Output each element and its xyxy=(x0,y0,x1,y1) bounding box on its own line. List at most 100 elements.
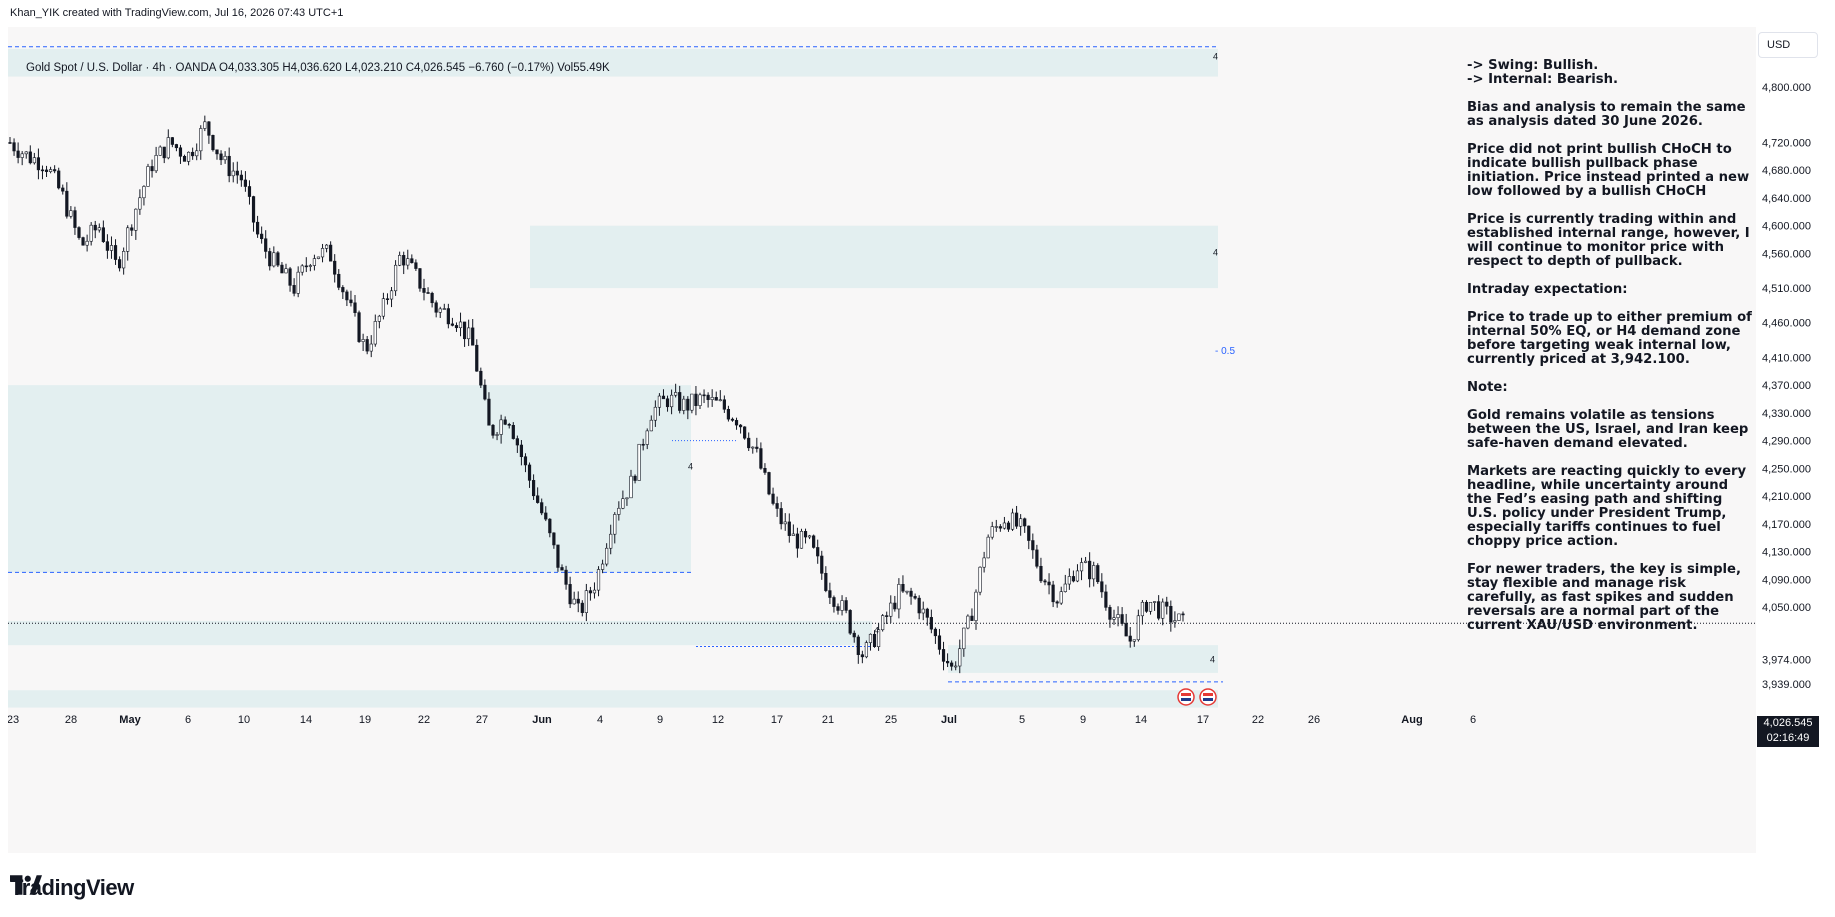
candle-body xyxy=(296,271,300,294)
price-axis[interactable]: 4,800.000 4,720.000 4,680.000 4,640.000 4,60… xyxy=(1756,27,1835,853)
candle-body xyxy=(174,144,179,149)
candle-body xyxy=(710,397,714,400)
candle-body xyxy=(288,268,292,286)
candle-body xyxy=(657,395,662,408)
x-tick-label: 17 xyxy=(771,714,783,726)
candle-body xyxy=(1140,601,1145,617)
y-tick-label: 4,510.000 xyxy=(1762,283,1811,295)
candle-body xyxy=(893,602,897,610)
candle-body xyxy=(812,535,816,548)
annotation-line: Price to trade up to either premium of i… xyxy=(1467,310,1752,367)
candle-body xyxy=(674,392,678,396)
candle-body xyxy=(393,264,398,292)
candle-body xyxy=(280,264,284,274)
candle-body xyxy=(515,438,519,446)
zone-demand[interactable] xyxy=(8,620,872,646)
candle-body xyxy=(929,617,933,630)
zone-supply[interactable] xyxy=(530,225,1218,289)
zone-demand[interactable] xyxy=(8,690,1218,708)
candle-body xyxy=(487,398,491,426)
candle-body xyxy=(483,384,487,400)
candle-body xyxy=(247,186,252,197)
candle-body xyxy=(1165,601,1169,607)
candle-body xyxy=(1083,560,1088,563)
candle-body xyxy=(12,142,16,152)
candle-body xyxy=(986,536,990,559)
candle-body xyxy=(840,600,844,611)
candle-body xyxy=(467,327,471,340)
y-tick-label: 4,600.000 xyxy=(1762,221,1811,233)
chart-pane[interactable]: 4 4 4 4 4 - 0.5 23 28 May 6 10 14 19 22 27 Jun 4 9 12 17 21 2… xyxy=(8,27,1756,853)
candle-body xyxy=(617,507,621,515)
candle-body xyxy=(702,394,706,397)
currency-button[interactable]: USD xyxy=(1758,32,1818,58)
candle-body xyxy=(523,456,528,466)
candle-body xyxy=(1051,584,1055,603)
candle-body xyxy=(113,245,118,260)
zone-timeframe-label: 4 xyxy=(1213,247,1218,257)
candle-body xyxy=(406,258,410,266)
candle-body xyxy=(53,169,57,172)
candle-body xyxy=(239,174,243,181)
candle-body xyxy=(576,598,580,604)
candle-body xyxy=(85,240,89,246)
candle-body xyxy=(24,151,28,155)
zone-demand[interactable] xyxy=(948,645,1218,673)
price-chart[interactable]: 4 4 4 4 4 - 0.5 23 28 May 6 10 14 19 22 27 Jun 4 9 12 17 21 2… xyxy=(8,27,1756,853)
candle-body xyxy=(227,155,231,177)
x-tick-label: 10 xyxy=(238,714,250,726)
candle-body xyxy=(186,151,191,162)
candle-body xyxy=(751,446,755,449)
event-flag-icon[interactable] xyxy=(1199,688,1217,706)
candle-body xyxy=(446,308,450,325)
candle-body xyxy=(499,419,503,435)
candle-body xyxy=(1169,605,1173,623)
candle-body xyxy=(1124,623,1128,637)
candle-body xyxy=(1055,601,1059,604)
x-tick-label: 6 xyxy=(1470,714,1476,726)
candle-body xyxy=(178,147,183,157)
y-tick-label: 4,410.000 xyxy=(1762,352,1811,364)
candle-body xyxy=(142,186,146,199)
candle-body xyxy=(1023,518,1027,527)
candle-body xyxy=(527,464,532,481)
current-price-tag: 4,026.545 02:16:49 xyxy=(1757,716,1819,747)
candle-body xyxy=(698,394,702,406)
candle-body xyxy=(734,420,739,426)
event-flag-icon[interactable] xyxy=(1177,688,1195,706)
candle-body xyxy=(836,606,840,611)
candle-body xyxy=(207,121,211,136)
eq-label: - 0.5 xyxy=(1215,346,1235,357)
candle-body xyxy=(1035,549,1039,567)
candle-body xyxy=(1031,540,1035,551)
candle-body xyxy=(568,584,572,605)
candle-body xyxy=(32,157,36,164)
x-tick-label: 22 xyxy=(418,714,430,726)
analysis-annotation: -> Swing: Bullish. -> Internal: Bearish. B… xyxy=(1467,59,1756,647)
candle-body xyxy=(950,662,954,667)
candle-body xyxy=(600,563,605,570)
candle-body xyxy=(913,596,917,599)
candle-body xyxy=(747,437,751,449)
candle-body xyxy=(1092,565,1096,580)
candle-body xyxy=(519,444,524,458)
zone-supply[interactable] xyxy=(8,48,1218,77)
y-tick-label: 4,460.000 xyxy=(1762,318,1811,330)
annotation-line: Intraday expectation: xyxy=(1467,282,1628,297)
candle-body xyxy=(462,321,467,340)
candle-body xyxy=(73,210,77,228)
candle-body xyxy=(820,555,824,574)
zone-timeframe-label: 4 xyxy=(688,462,693,472)
footer-brand[interactable]: TradingView xyxy=(10,875,134,901)
candle-body xyxy=(876,629,881,647)
zone-supply[interactable] xyxy=(8,385,691,573)
candle-body xyxy=(1096,565,1100,583)
candle-body xyxy=(138,197,142,210)
candle-body xyxy=(211,135,215,151)
candle-body xyxy=(414,262,418,269)
candle-body xyxy=(852,632,856,638)
candle-body xyxy=(150,166,154,172)
candle-body xyxy=(65,190,69,217)
candle-body xyxy=(146,166,150,187)
annotation-line: Price did not print bullish CHoCH to ind… xyxy=(1467,142,1750,199)
